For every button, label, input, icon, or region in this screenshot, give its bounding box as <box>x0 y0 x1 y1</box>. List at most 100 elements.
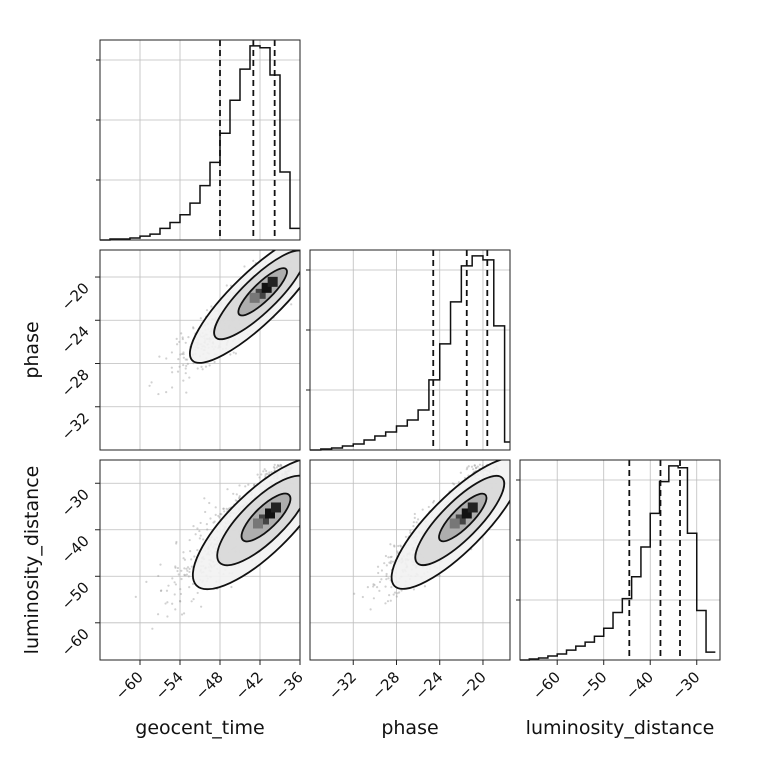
scatter-point <box>457 481 461 484</box>
histogram-geocent-time <box>100 45 300 241</box>
scatter-point <box>386 600 390 603</box>
scatter-point <box>190 600 193 603</box>
scatter-point <box>238 497 241 500</box>
scatter-point <box>174 608 177 611</box>
x-axis-label-phase: phase <box>381 717 438 739</box>
scatter-point <box>373 583 376 587</box>
scatter-point <box>213 520 216 523</box>
scatter-point <box>389 562 392 565</box>
density-peak-cell <box>261 282 272 293</box>
scatter-point <box>393 544 396 547</box>
scatter-point <box>290 303 293 306</box>
scatter-point <box>472 468 475 471</box>
scatter-point <box>475 466 478 469</box>
scatter-point <box>412 521 415 524</box>
y-axis-label-phase: phase <box>21 321 43 378</box>
x-tick-label-phase: −24 <box>411 668 446 703</box>
scatter-point <box>427 505 430 509</box>
scatter-point <box>192 598 195 601</box>
y-axis-label-luminosity-distance: luminosity_distance <box>21 466 43 655</box>
scatter-point <box>189 549 192 553</box>
density-contour-line <box>390 460 510 590</box>
panel-frame <box>519 459 721 661</box>
scatter-point <box>179 600 182 603</box>
scatter-point <box>258 476 261 479</box>
scatter-point <box>176 566 180 570</box>
scatter-point <box>176 343 179 346</box>
scatter-point <box>253 483 256 486</box>
scatter-point <box>389 543 392 546</box>
y-tick-label-luminosity-distance: −40 <box>58 532 93 567</box>
scatter-point <box>184 367 187 370</box>
scatter-point <box>167 584 170 587</box>
scatter-point <box>478 463 482 466</box>
scatter-point <box>185 358 189 361</box>
x-tick-label-phase: −32 <box>325 668 360 703</box>
scatter-point <box>185 573 188 576</box>
scatter-point <box>184 358 187 361</box>
marginal-panel-geocent-time <box>96 39 301 241</box>
scatter-point <box>150 381 153 384</box>
scatter-point <box>183 573 186 576</box>
scatter-point <box>409 531 412 534</box>
scatter-point <box>451 482 454 485</box>
scatter-point <box>412 588 416 591</box>
scatter-point <box>156 613 160 616</box>
scatter-point <box>467 465 470 468</box>
scatter-point <box>389 599 392 602</box>
x-tick-label-phase: −20 <box>455 668 490 703</box>
density-contour-line <box>240 492 292 543</box>
scatter-point <box>272 465 276 469</box>
y-tick-label-luminosity-distance: −30 <box>58 485 93 520</box>
y-tick-label-luminosity-distance: −60 <box>58 625 93 660</box>
scatter-point <box>179 353 182 356</box>
x-tick-label-luminosity-distance: −40 <box>622 668 657 703</box>
scatter-point <box>192 525 195 528</box>
scatter-point <box>157 392 160 396</box>
scatter-point <box>244 485 247 488</box>
scatter-point <box>201 368 204 371</box>
scatter-point <box>180 569 183 572</box>
scatter-point <box>230 585 233 589</box>
scatter-point <box>361 595 364 599</box>
marginal-panel-phase <box>306 249 511 451</box>
scatter-point <box>206 528 209 531</box>
scatter-point <box>234 499 237 502</box>
scatter-point <box>459 471 462 474</box>
scatter-point <box>393 545 396 548</box>
scatter-point <box>235 493 238 496</box>
scatter-point <box>279 463 282 466</box>
y-tick-label-luminosity-distance: −50 <box>58 578 93 613</box>
scatter-point <box>196 548 199 552</box>
scatter-point <box>412 525 415 528</box>
scatter-point <box>184 372 187 375</box>
scatter-point <box>181 352 184 356</box>
density-contour-line <box>189 250 300 364</box>
scatter-point <box>188 567 191 570</box>
scatter-point <box>177 573 180 576</box>
scatter-point <box>438 574 441 577</box>
scatter-point <box>165 391 168 394</box>
scatter-point <box>190 558 193 561</box>
scatter-point <box>178 340 181 344</box>
scatter-point <box>184 574 187 577</box>
scatter-point <box>182 353 185 356</box>
x-axis-label-geocent-time: geocent_time <box>135 717 264 739</box>
histogram-luminosity-distance <box>520 465 716 661</box>
scatter-point <box>170 366 173 369</box>
scatter-point <box>423 585 427 588</box>
scatter-point <box>187 575 190 578</box>
scatter-point <box>177 358 180 361</box>
scatter-point <box>175 540 178 544</box>
density-peak-cell <box>267 276 278 287</box>
scatter-point <box>200 365 203 368</box>
scatter-point <box>185 391 188 394</box>
x-tick-label-geocent-time: −42 <box>232 668 267 703</box>
scatter-point <box>369 608 372 611</box>
scatter-point <box>372 597 375 600</box>
scatter-point <box>170 386 174 389</box>
scatter-point <box>280 464 283 467</box>
scatter-point <box>199 317 202 320</box>
x-tick-label-luminosity-distance: −60 <box>529 668 564 703</box>
